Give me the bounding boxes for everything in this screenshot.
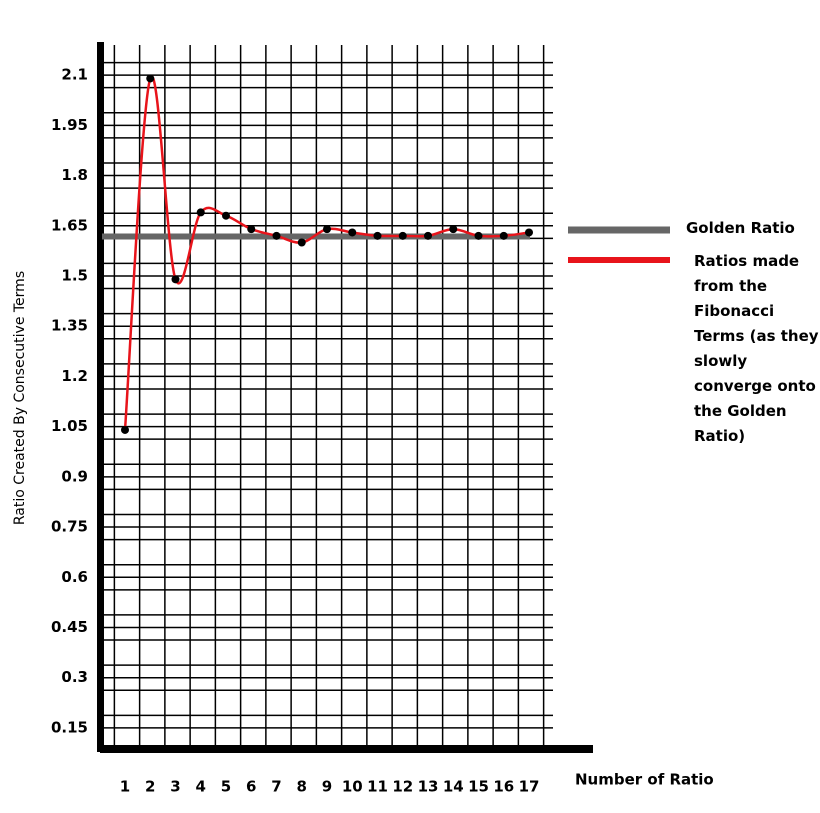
data-point [348, 228, 357, 237]
data-point [272, 231, 281, 240]
x-tick-label: 7 [271, 778, 281, 796]
legend-label: Ratios made from the Fibonacci Terms (as… [694, 252, 819, 445]
x-tick-label: 1 [120, 778, 130, 796]
data-point [247, 225, 256, 234]
y-axis [97, 42, 104, 752]
y-axis-title: Ratio Created By Consecutive Terms [12, 271, 28, 525]
data-point [474, 231, 483, 240]
x-tick-label: 15 [468, 778, 489, 796]
y-tick-label: 2.1 [61, 66, 88, 84]
x-tick-label: 9 [322, 778, 332, 796]
data-point [398, 231, 407, 240]
legend-label: Golden Ratio [686, 219, 795, 237]
grid [100, 45, 553, 748]
data-point [297, 238, 306, 247]
data-point [323, 225, 331, 234]
y-tick-label: 1.5 [61, 266, 88, 284]
x-tick-label: 8 [297, 778, 307, 796]
data-point [196, 208, 205, 217]
x-tick-label: 11 [367, 778, 388, 796]
x-tick-label: 3 [170, 778, 180, 796]
data-point [373, 231, 382, 240]
x-tick-label: 14 [443, 778, 464, 796]
y-tick-label: 0.75 [51, 518, 88, 536]
x-tick-label: 2 [145, 778, 155, 796]
y-tick-label: 1.35 [51, 317, 88, 335]
x-tick-label: 4 [196, 778, 206, 796]
y-tick-label: 1.95 [51, 116, 88, 134]
y-tick-label: 1.65 [51, 216, 88, 234]
data-point [499, 231, 508, 240]
data-point [449, 225, 458, 234]
x-axis [100, 745, 593, 753]
x-tick-label: 16 [493, 778, 514, 796]
data-point [222, 211, 230, 220]
y-tick-label: 0.6 [61, 568, 88, 586]
x-tick-label: 6 [246, 778, 256, 796]
y-tick-label: 1.2 [61, 367, 88, 385]
data-point [121, 425, 129, 434]
x-axis-title: Number of Ratio [575, 771, 714, 789]
data-point [525, 228, 533, 237]
y-tick-label: 1.8 [61, 166, 88, 184]
x-tick-label: 12 [392, 778, 413, 796]
data-point [171, 275, 180, 284]
x-tick-label: 17 [519, 778, 540, 796]
y-tick-label: 0.3 [61, 668, 88, 686]
x-tick-label: 13 [418, 778, 439, 796]
data-point [146, 74, 155, 83]
data-point [424, 231, 432, 240]
x-tick-label: 5 [221, 778, 231, 796]
x-tick-label: 10 [342, 778, 363, 796]
y-tick-label: 1.05 [51, 417, 88, 435]
y-tick-label: 0.9 [61, 467, 88, 485]
y-tick-label: 0.15 [51, 718, 88, 736]
y-tick-label: 0.45 [51, 618, 88, 636]
